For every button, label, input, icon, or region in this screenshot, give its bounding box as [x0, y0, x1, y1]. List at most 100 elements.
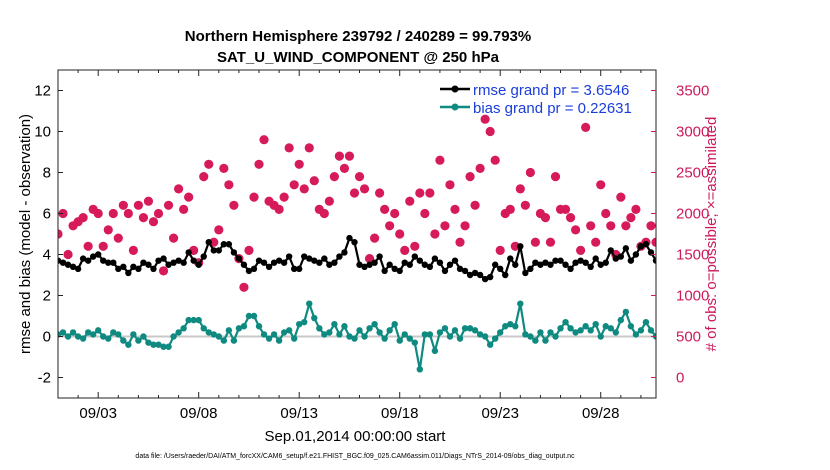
rmse-point [296, 265, 303, 273]
obs-count-marker [737, 209, 746, 218]
obs-count-marker [621, 221, 631, 231]
y2-tick-label: 3000 [676, 124, 709, 141]
rmse-point [165, 261, 172, 268]
bias-point [567, 325, 574, 332]
obs-count-marker [359, 184, 370, 194]
bias-point [512, 323, 519, 330]
obs-count-marker [274, 204, 284, 214]
bias-point [476, 331, 484, 338]
rmse-point [135, 265, 142, 273]
rmse-point [416, 257, 424, 264]
obs-count-marker [199, 172, 209, 182]
rmse-point [69, 263, 77, 270]
rmse-point [502, 271, 509, 279]
rmse-point [64, 261, 72, 268]
y2-tick-label: 0 [676, 370, 684, 387]
obs-count-marker [586, 221, 596, 231]
bias-point [728, 325, 734, 331]
rmse-point [210, 247, 217, 254]
bias-point [537, 329, 544, 336]
bias-point [175, 329, 182, 336]
rmse-point [311, 257, 318, 264]
obs-count-marker [525, 167, 535, 178]
y-axis-label: rmse and bias (model - observation) [17, 114, 34, 354]
rmse-point [205, 239, 212, 246]
bias-point [316, 325, 323, 332]
obs-count-marker [244, 245, 254, 255]
rmse-point [486, 273, 494, 281]
obs-count-marker [219, 163, 229, 173]
obs-count-marker [163, 200, 174, 210]
bias-point [140, 333, 147, 340]
bias-point [451, 327, 459, 334]
bias-point [270, 331, 278, 338]
obs-count-marker [58, 229, 63, 239]
bias-point [95, 327, 102, 334]
obs-count-marker [284, 143, 294, 153]
rmse-point [115, 265, 122, 273]
bias-point [190, 316, 197, 324]
rmse-point [426, 263, 434, 270]
bias-point [210, 331, 217, 338]
bias-point [587, 327, 594, 334]
obs-count-marker [204, 159, 214, 169]
y2-tick-label: 3500 [676, 83, 709, 100]
obs-count-marker [385, 221, 395, 231]
rmse-point [240, 261, 248, 268]
obs-count-marker [687, 156, 696, 165]
bias-point [607, 325, 614, 332]
x-tick-label: 09/08 [180, 405, 218, 422]
rmse-point [678, 264, 684, 270]
obs-count-marker [229, 200, 239, 210]
y-tick-label: 6 [43, 206, 51, 223]
rmse-point [592, 255, 599, 262]
rmse-point [145, 261, 152, 268]
obs-count-marker [118, 200, 128, 210]
x-tick-label: 09/28 [582, 405, 620, 422]
rmse-point [617, 253, 625, 260]
rmse-point [461, 267, 469, 275]
obs-count-marker [475, 163, 485, 173]
obs-count-marker [530, 237, 540, 247]
bias-point [346, 333, 353, 340]
obs-count-marker [435, 155, 445, 165]
obs-count-marker [560, 204, 571, 214]
obs-count-marker [651, 237, 656, 247]
rmse-point [361, 263, 368, 270]
rmse-point [316, 259, 323, 266]
rmse-point [517, 243, 524, 250]
rmse-point [572, 259, 579, 266]
bias-point [155, 341, 162, 348]
bias-point [396, 337, 403, 344]
rmse-point [306, 255, 313, 262]
rmse-point [663, 223, 669, 229]
rmse-point [376, 253, 383, 260]
obs-count-marker [581, 122, 591, 132]
bias-point [125, 341, 132, 348]
obs-count-marker [113, 233, 123, 243]
plot-frame [57, 69, 657, 399]
obs-count-marker [369, 233, 380, 243]
obs-count-marker [591, 237, 601, 247]
obs-count-marker [83, 241, 93, 251]
bias-point [658, 329, 664, 335]
rmse-point [582, 259, 589, 266]
rmse-point [321, 255, 328, 262]
obs-count-marker [727, 180, 736, 189]
bias-point [376, 329, 383, 336]
y2-tick-label: 2500 [676, 165, 709, 182]
rmse-point [200, 253, 207, 260]
obs-count-marker [158, 266, 169, 276]
bias-point [115, 331, 122, 338]
bias-point [301, 318, 308, 326]
obs-count-marker [324, 196, 334, 206]
obs-count-marker [179, 204, 189, 214]
rmse-point [497, 265, 504, 273]
bias-point [215, 333, 223, 340]
y2-tick-label: 1000 [676, 288, 709, 305]
obs-count-marker [390, 208, 400, 219]
obs-count-marker [259, 135, 269, 145]
obs-count-marker [520, 200, 530, 210]
bias-point [180, 325, 187, 332]
legend-bias-label: bias grand pr = 0.22631 [473, 100, 632, 117]
